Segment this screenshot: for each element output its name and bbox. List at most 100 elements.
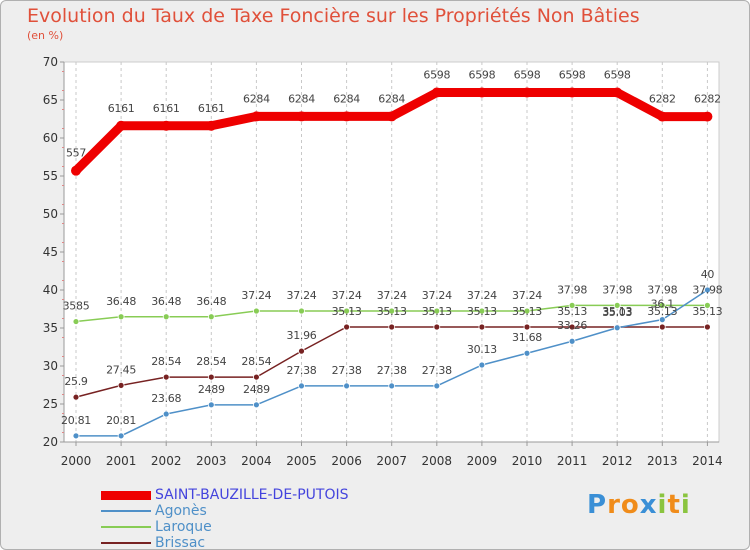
data-point bbox=[433, 307, 441, 315]
data-point bbox=[522, 87, 532, 98]
x-tick-label: 2003 bbox=[196, 454, 227, 468]
data-label: 27.38 bbox=[377, 364, 407, 377]
data-label: 6282 bbox=[649, 93, 676, 106]
data-label: 37.98 bbox=[692, 283, 722, 296]
data-label: 37.24 bbox=[422, 289, 452, 302]
data-label: 2489 bbox=[243, 383, 270, 396]
data-label: 6284 bbox=[333, 92, 360, 105]
data-point bbox=[704, 323, 711, 331]
data-label: 35.13 bbox=[647, 305, 677, 318]
data-point bbox=[658, 316, 666, 324]
data-label: 35.13 bbox=[332, 305, 362, 318]
data-label: 35.13 bbox=[377, 305, 407, 318]
data-point bbox=[658, 323, 666, 331]
data-label: 36.48 bbox=[196, 295, 226, 308]
x-tick-label: 2004 bbox=[241, 454, 272, 468]
data-point bbox=[388, 382, 396, 390]
data-point bbox=[116, 120, 127, 131]
data-label: 23.68 bbox=[151, 392, 181, 405]
data-label: 37.24 bbox=[512, 289, 542, 302]
legend-swatch bbox=[101, 510, 151, 512]
data-label: 30.13 bbox=[467, 343, 497, 356]
data-point bbox=[613, 301, 621, 309]
data-point bbox=[207, 373, 215, 381]
data-point bbox=[341, 111, 352, 122]
data-label: 20.81 bbox=[106, 414, 136, 427]
data-label: 27.38 bbox=[422, 364, 452, 377]
y-tick-label: 40 bbox=[43, 283, 58, 297]
data-point bbox=[162, 373, 170, 381]
data-label: 6161 bbox=[153, 102, 180, 115]
data-label: 6598 bbox=[604, 69, 631, 82]
data-point bbox=[476, 87, 487, 98]
data-point bbox=[658, 301, 666, 309]
chart-subtitle: (en %) bbox=[27, 29, 64, 42]
y-tick-label: 35 bbox=[43, 321, 58, 335]
data-label: 6284 bbox=[243, 92, 270, 105]
legend-label: Agonès bbox=[155, 503, 207, 519]
data-point bbox=[252, 307, 260, 315]
data-label: 37.98 bbox=[602, 283, 632, 296]
data-point bbox=[433, 323, 441, 331]
data-point bbox=[612, 87, 623, 98]
data-label: 6161 bbox=[198, 102, 225, 115]
data-label: 35.13 bbox=[557, 305, 587, 318]
data-label: 6598 bbox=[514, 69, 541, 82]
data-label: 35.13 bbox=[602, 305, 632, 318]
data-point bbox=[523, 307, 531, 315]
data-label: 37.24 bbox=[377, 289, 407, 302]
data-point bbox=[433, 382, 441, 390]
data-label: 27.38 bbox=[287, 364, 317, 377]
data-point bbox=[298, 382, 305, 390]
data-point bbox=[298, 307, 305, 315]
data-point bbox=[388, 307, 396, 315]
data-point bbox=[431, 87, 442, 98]
chart-title: Evolution du Taux de Taxe Foncière sur l… bbox=[27, 5, 640, 27]
data-point bbox=[478, 307, 486, 315]
y-tick-label: 50 bbox=[43, 207, 58, 221]
data-point bbox=[72, 393, 80, 401]
data-point bbox=[207, 313, 215, 321]
x-tick-label: 2008 bbox=[422, 454, 453, 468]
y-tick-label: 45 bbox=[43, 245, 58, 259]
data-label: 6284 bbox=[378, 92, 405, 105]
y-tick-label: 55 bbox=[43, 169, 58, 183]
y-tick-label: 60 bbox=[43, 131, 58, 145]
x-tick-label: 2013 bbox=[647, 454, 678, 468]
data-point bbox=[161, 120, 172, 131]
data-label: 6282 bbox=[694, 93, 721, 106]
x-tick-label: 2011 bbox=[557, 454, 588, 468]
data-point bbox=[704, 301, 711, 309]
data-point bbox=[251, 111, 262, 122]
data-label: 37.98 bbox=[557, 283, 587, 296]
data-label: 25.9 bbox=[64, 375, 88, 388]
data-label: 557 bbox=[66, 147, 86, 160]
data-label: 35.13 bbox=[512, 305, 542, 318]
data-label: 6598 bbox=[559, 69, 586, 82]
data-point bbox=[568, 337, 576, 345]
data-point bbox=[478, 323, 486, 331]
data-label: 20.81 bbox=[61, 414, 91, 427]
data-point bbox=[162, 410, 170, 418]
data-label: 28.54 bbox=[196, 355, 226, 368]
data-point bbox=[117, 313, 125, 321]
data-point bbox=[71, 165, 81, 176]
x-tick-label: 2001 bbox=[106, 454, 137, 468]
data-point bbox=[343, 307, 351, 315]
y-tick-label: 70 bbox=[43, 55, 58, 69]
x-tick-label: 2014 bbox=[692, 454, 723, 468]
x-tick-label: 2002 bbox=[151, 454, 182, 468]
data-label: 6161 bbox=[108, 102, 135, 115]
y-tick-label: 65 bbox=[43, 93, 58, 107]
data-point bbox=[117, 432, 125, 440]
data-label: 36.1 bbox=[651, 298, 674, 311]
data-label: 27.38 bbox=[332, 364, 362, 377]
data-label: 33.26 bbox=[557, 319, 587, 332]
data-point bbox=[162, 313, 170, 321]
data-point bbox=[613, 324, 621, 332]
data-label: 35.13 bbox=[422, 305, 452, 318]
data-point bbox=[252, 401, 260, 409]
data-point bbox=[72, 318, 80, 325]
data-label: 6284 bbox=[288, 92, 315, 105]
x-tick-label: 2007 bbox=[376, 454, 407, 468]
